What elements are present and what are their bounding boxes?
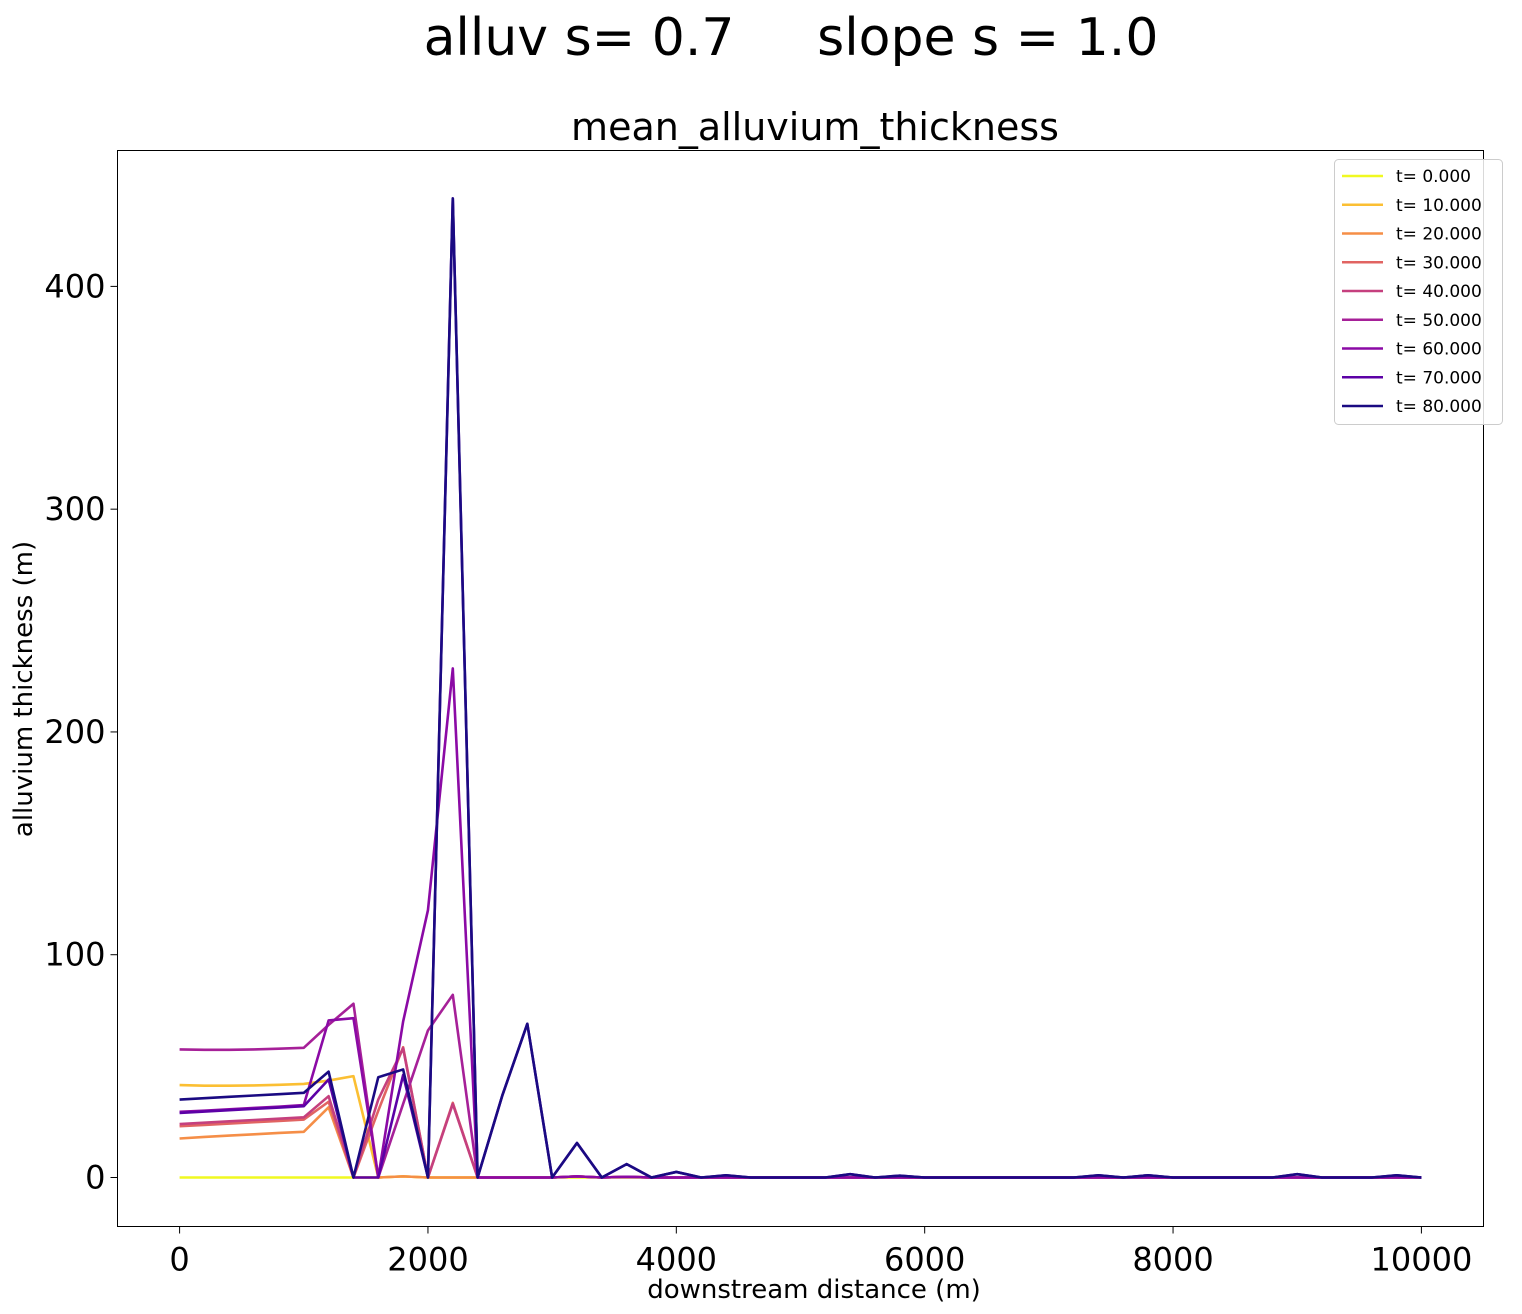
x-axis: 0 2000 4000 6000 8000 10000 [169,1226,1473,1279]
legend: t= 0.000 t= 10.000 t= 20.000 t= 30.000 t= 40… [1334,159,1503,425]
y-tick-label-3: 300 [44,490,105,528]
figure-suptitle: alluv s= 0.7 slope s = 1.0 [424,8,1159,68]
x-tick-label-1: 2000 [387,1241,468,1279]
series-line-5 [179,993,1422,1179]
x-tick-label-0: 0 [169,1241,189,1279]
y-axis: 0 100 200 300 400 [44,267,118,1196]
legend-label-1: t= 10.000 [1396,196,1482,216]
series-line-7 [179,197,1422,1179]
legend-label-3: t= 30.000 [1396,253,1482,273]
series-line-6 [179,667,1422,1179]
series-layer [179,197,1422,1179]
x-tick-label-4: 8000 [1132,1241,1213,1279]
x-axis-label: downstream distance (m) [647,1275,981,1305]
legend-label-4: t= 40.000 [1396,282,1482,302]
y-tick-label-2: 200 [44,713,105,751]
series-line-8 [179,197,1422,1179]
legend-label-2: t= 20.000 [1396,225,1482,245]
y-tick-label-0: 0 [85,1158,105,1196]
legend-label-5: t= 50.000 [1396,311,1482,331]
legend-label-6: t= 60.000 [1396,340,1482,360]
chart-title: mean_alluvium_thickness [571,105,1059,149]
x-tick-label-3: 6000 [884,1241,965,1279]
plot-frame [117,150,1484,1227]
legend-box [1334,159,1503,425]
x-tick-label-2: 4000 [636,1241,717,1279]
legend-label-7: t= 70.000 [1396,368,1482,388]
legend-label-0: t= 0.000 [1396,167,1471,187]
series-line-4 [179,1046,1422,1179]
y-axis-label: alluvium thickness (m) [9,541,39,837]
y-tick-label-1: 100 [44,936,105,974]
y-tick-label-4: 400 [44,267,105,305]
legend-label-8: t= 80.000 [1396,397,1482,417]
x-tick-label-5: 10000 [1371,1241,1473,1279]
series-line-3 [179,1045,1422,1179]
